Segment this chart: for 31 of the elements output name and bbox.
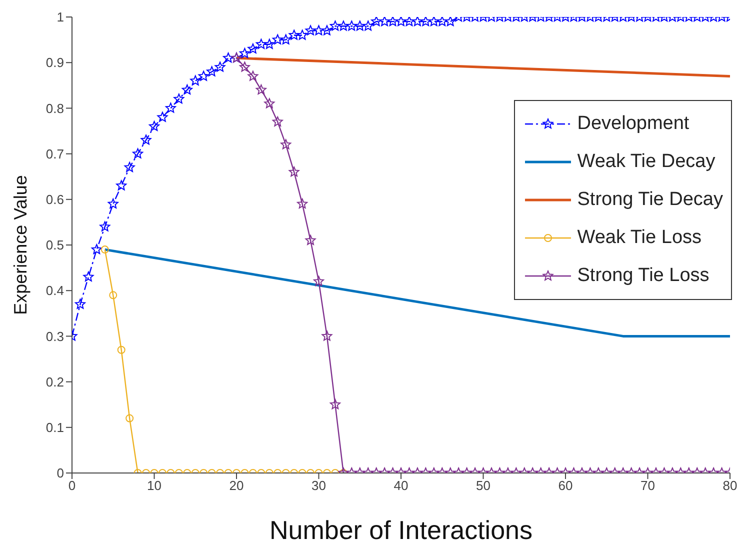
x-tick-label: 0 (68, 478, 76, 494)
y-tick-label: 0.8 (46, 100, 64, 116)
x-tick-label: 30 (312, 478, 326, 494)
legend-label: Weak Tie Loss (577, 227, 702, 249)
y-axis-title: Experience Value (10, 175, 30, 315)
y-tick-label: 0.7 (46, 146, 64, 162)
y-tick-label: 0.4 (46, 283, 64, 298)
x-tick-label: 20 (229, 478, 244, 494)
point (109, 291, 118, 300)
x-tick-label: 60 (558, 478, 573, 494)
y-tick-label: 0.5 (46, 238, 64, 253)
x-tick-label: 10 (147, 478, 162, 494)
y-tick-label: 1 (56, 10, 64, 25)
legend-label: Strong Tie Loss (577, 265, 710, 287)
point (126, 414, 134, 422)
y-tick-label: 0.9 (46, 55, 64, 70)
y-tick-label: 0.1 (46, 420, 64, 436)
x-tick-label: 70 (640, 478, 655, 494)
y-tick-label: 0.2 (46, 374, 64, 390)
x-tick-label: 50 (476, 478, 490, 494)
point (100, 246, 109, 254)
legend-label: Strong Tie Decay (577, 189, 723, 211)
y-tick-label: 0 (56, 466, 64, 481)
legend-label: Weak Tie Decay (577, 151, 716, 173)
x-tick-label: 40 (394, 478, 408, 494)
x-axis-title: Number of Interactions (269, 515, 533, 545)
y-tick-label: 0.3 (46, 328, 64, 344)
y-tick-label: 0.6 (46, 192, 64, 208)
x-tick-label: 80 (722, 478, 738, 494)
point (117, 346, 126, 354)
legend-label: Development (577, 113, 690, 135)
